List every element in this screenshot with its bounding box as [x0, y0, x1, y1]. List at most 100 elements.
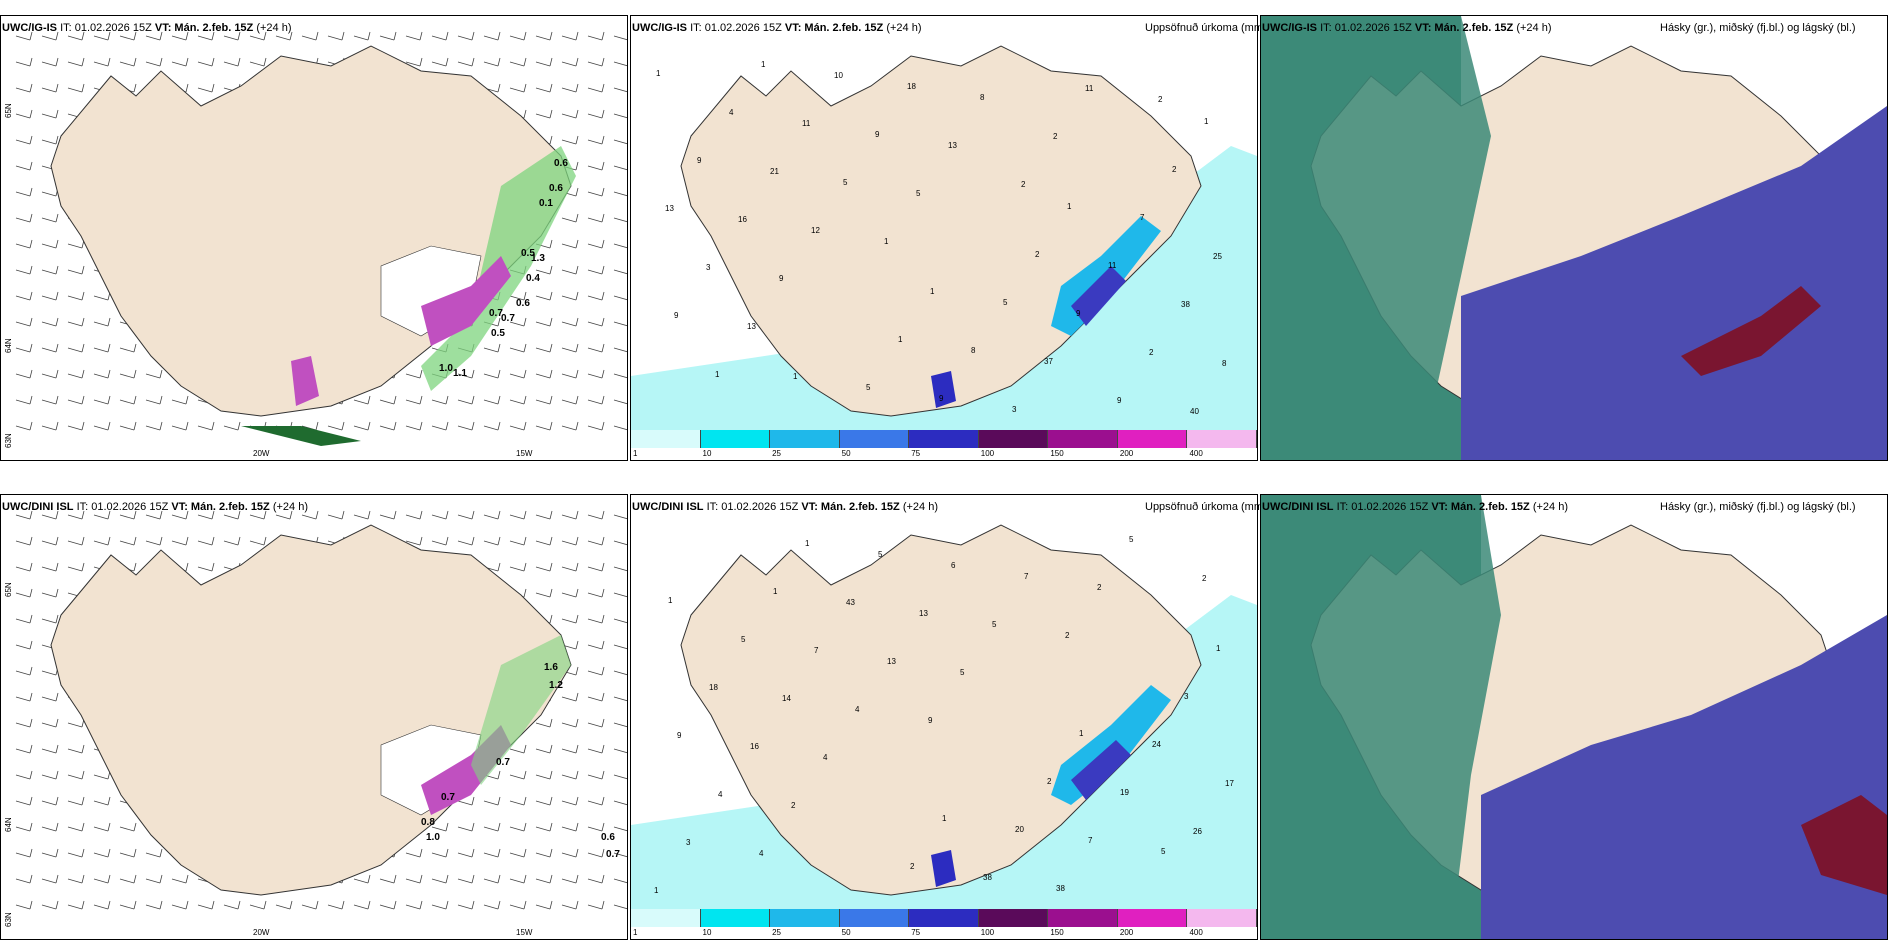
- wind-barb: [483, 796, 501, 806]
- colorbar-tick: 25: [772, 449, 782, 458]
- wind-barb: [93, 510, 111, 520]
- precip-purple: [421, 256, 511, 346]
- value-label: 37: [1044, 357, 1053, 366]
- wind-barb: [197, 510, 215, 520]
- wind-barb: [197, 83, 215, 93]
- value-label: 13: [948, 141, 957, 150]
- value-label: 1: [1204, 117, 1209, 126]
- wind-barb: [613, 217, 627, 223]
- wind-barb: [613, 878, 627, 884]
- wind-barb: [41, 265, 59, 275]
- wind-barb: [145, 874, 163, 884]
- wind-barb: [613, 722, 627, 728]
- wind-barb: [587, 770, 605, 780]
- wind-barb: [41, 395, 59, 405]
- wind-barb: [41, 83, 59, 93]
- value-label: 7: [1088, 836, 1093, 845]
- cloud-low: [1261, 495, 1501, 939]
- value-label: 5: [1129, 535, 1134, 544]
- precip-core: [1071, 266, 1126, 326]
- wind-barb: [431, 900, 449, 910]
- wind-barb: [379, 510, 397, 520]
- wind-barb: [405, 510, 423, 520]
- wind-barb: [41, 291, 59, 301]
- value-label: 1.6: [544, 662, 558, 673]
- wind-barb: [327, 900, 345, 910]
- colorbar-tick: 75: [911, 449, 921, 458]
- wind-barb: [483, 510, 501, 520]
- wind-barb: [561, 109, 579, 119]
- value-label: 0.1: [539, 198, 553, 209]
- value-label: 1.1: [453, 368, 467, 379]
- wind-barb: [613, 592, 627, 598]
- wind-barb: [405, 395, 423, 405]
- wind-barb: [119, 536, 137, 546]
- wind-barb: [613, 321, 627, 327]
- wind-barb: [535, 31, 553, 41]
- wind-barb: [509, 343, 527, 353]
- value-label: 1.0: [426, 832, 440, 843]
- wind-barb: [561, 744, 579, 754]
- panel-title: UWC/IG-IS IT: 01.02.2026 15Z VT: Mán. 2.…: [1262, 22, 1552, 34]
- lat-label: 63N: [4, 912, 13, 927]
- wind-barb: [15, 187, 33, 197]
- wind-barb: [67, 291, 85, 301]
- lead-label: (+24 h): [272, 501, 309, 513]
- value-label: 17: [1225, 779, 1234, 788]
- wind-barb: [353, 421, 371, 431]
- panel-title: UWC/DINI ISL IT: 01.02.2026 15Z VT: Mán.…: [632, 501, 938, 513]
- value-label: 0.7: [441, 792, 455, 803]
- it-label: IT: 01.02.2026 15Z: [1336, 501, 1429, 513]
- wind-barb: [67, 265, 85, 275]
- wind-barb: [15, 770, 33, 780]
- value-label: 1.2: [549, 680, 563, 691]
- wind-barb: [67, 421, 85, 431]
- value-label: 1.0: [439, 363, 453, 374]
- wind-barb: [145, 421, 163, 431]
- wind-barb: [587, 83, 605, 93]
- wind-barb: [457, 796, 475, 806]
- wind-barb: [67, 822, 85, 832]
- wind-barb: [587, 796, 605, 806]
- value-label: 0.7: [496, 757, 510, 768]
- value-label: 5: [916, 189, 921, 198]
- wind-barb: [535, 510, 553, 520]
- wind-barb: [613, 774, 627, 780]
- wind-barb: [587, 31, 605, 41]
- value-label: 43: [846, 598, 855, 607]
- wind-barb: [93, 796, 111, 806]
- wind-barb: [535, 395, 553, 405]
- value-label: 0.6: [516, 298, 530, 309]
- wind-barb: [301, 510, 319, 520]
- wind-barb: [145, 395, 163, 405]
- vt-label: VT: Mán. 2.feb. 15Z: [784, 22, 884, 34]
- wind-barb: [613, 826, 627, 832]
- colorbar-tick: 200: [1119, 449, 1134, 458]
- colorbar-swatch: [1187, 430, 1257, 448]
- wind-barb: [119, 848, 137, 858]
- wind-barb: [613, 139, 627, 145]
- wind-barb: [457, 848, 475, 858]
- lon-label: 15W: [516, 928, 533, 937]
- vt-label: VT: Mán. 2.feb. 15Z: [1414, 22, 1514, 34]
- wind-barb: [67, 510, 85, 520]
- wind-barb: [535, 874, 553, 884]
- lead-label: (+24 h): [256, 22, 292, 34]
- value-label: 21: [770, 167, 779, 176]
- wind-barb: [67, 848, 85, 858]
- colorbar-swatch: [631, 430, 701, 448]
- wind-barb: [535, 369, 553, 379]
- wind-barb: [93, 900, 111, 910]
- wind-barb: [509, 536, 527, 546]
- wind-barb: [431, 848, 449, 858]
- wind-map: 0.60.60.10.50.70.51.0 1.10.70.61.30.4 65N…: [4, 31, 627, 458]
- wind-barb: [379, 900, 397, 910]
- lat-label: 65N: [4, 582, 13, 597]
- wind-barb: [15, 343, 33, 353]
- value-label: 0.7: [606, 849, 620, 860]
- colorbar-swatch: [770, 909, 840, 927]
- wind-barb: [145, 900, 163, 910]
- precip-legend-title: Uppsöfnuð úrkoma (mm): [1145, 22, 1267, 34]
- wind-barb: [561, 369, 579, 379]
- wind-barb: [457, 510, 475, 520]
